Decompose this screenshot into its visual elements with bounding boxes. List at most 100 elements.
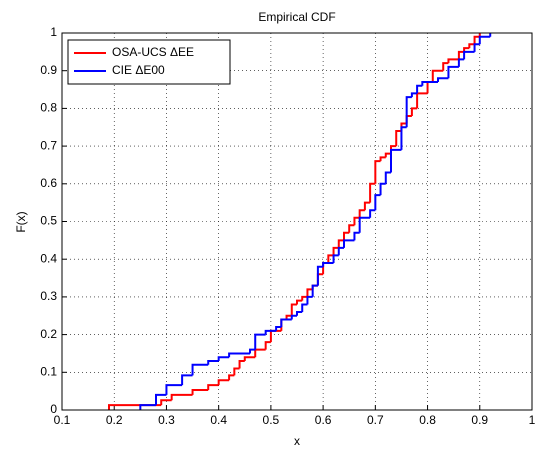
x-tick-label: 0.6	[315, 413, 332, 427]
x-tick-label: 0.5	[263, 413, 280, 427]
cdf-step	[322, 261, 334, 267]
y-tick-label: 1	[50, 25, 57, 39]
cdf-step	[405, 96, 412, 128]
cdf-step	[191, 363, 209, 376]
legend-label: OSA-UCS ΔEE	[112, 45, 194, 59]
cdf-step	[311, 284, 318, 297]
cdf-step	[275, 326, 282, 331]
cdf-step	[296, 310, 303, 316]
cdf-step	[447, 65, 459, 79]
cdf-step	[363, 201, 371, 211]
cdf-step	[447, 58, 459, 64]
cdf-step	[160, 399, 172, 406]
cdf-step	[390, 148, 402, 173]
cdf-step	[207, 384, 219, 391]
cdf-step	[463, 47, 470, 52]
cdf-step	[343, 231, 350, 241]
x-tick-label: 0.2	[106, 413, 123, 427]
cdf-step	[457, 58, 465, 67]
cdf-step	[243, 356, 256, 361]
x-tick-label: 0.1	[54, 413, 71, 427]
cdf-step	[437, 77, 449, 83]
cdf-step	[228, 352, 250, 358]
cdf-step	[306, 295, 313, 305]
cdf-step	[290, 303, 297, 316]
cdf-step	[306, 288, 313, 297]
x-tick-label: 0.8	[419, 413, 436, 427]
cdf-step	[416, 84, 423, 94]
cdf-step	[410, 92, 418, 98]
cdf-step	[379, 156, 386, 162]
cdf-step	[337, 239, 344, 248]
cdf-step	[181, 374, 193, 386]
cdf-step	[264, 341, 271, 350]
cdf-step	[228, 374, 235, 381]
cdf-step	[332, 246, 339, 256]
chart-title: Empirical CDF	[258, 10, 335, 24]
x-tick-label: 0.9	[471, 413, 488, 427]
cdf-step	[332, 254, 339, 263]
cdf-step	[155, 393, 167, 406]
y-tick-label: 0.1	[40, 364, 57, 378]
cdf-step	[358, 216, 371, 233]
cdf-step	[468, 43, 475, 49]
cdf-step	[170, 393, 193, 401]
cdf-step	[348, 224, 355, 233]
cdf-step	[473, 43, 480, 52]
cdf-step	[400, 126, 407, 150]
cdf-step	[463, 50, 475, 60]
cdf-step	[343, 239, 355, 248]
cdf-step	[191, 389, 209, 395]
cdf-step	[473, 35, 480, 45]
cdf-step	[165, 384, 183, 395]
cdf-step	[384, 171, 391, 184]
cdf-step	[233, 367, 240, 376]
cdf-step	[410, 107, 418, 116]
x-tick-label: 0.4	[210, 413, 227, 427]
y-tick-label: 0.9	[40, 63, 57, 77]
cdf-step	[217, 356, 230, 361]
x-axis-label: x	[294, 434, 300, 448]
x-tick-label: 1	[529, 413, 536, 427]
x-tick-label: 0.7	[367, 413, 384, 427]
cdf-step	[369, 209, 376, 218]
legend-label: CIE ΔE00	[112, 63, 165, 77]
cdf-step	[217, 379, 230, 386]
cdf-step	[478, 35, 491, 45]
cdf-step	[384, 152, 391, 158]
cdf-step	[301, 303, 308, 312]
cdf-step	[139, 404, 156, 410]
cdf-step	[353, 216, 360, 226]
cdf-step	[457, 50, 465, 60]
y-tick-label: 0.2	[40, 327, 57, 341]
cdf-step	[296, 299, 303, 305]
y-tick-label: 0.3	[40, 289, 57, 303]
cdf-step	[301, 295, 308, 301]
cdf-step	[379, 182, 386, 196]
axes-box	[61, 32, 533, 411]
cdf-step	[249, 348, 256, 354]
cdf-step	[374, 160, 381, 184]
y-axis-label: F(x)	[14, 211, 28, 232]
cdf-step	[254, 333, 266, 350]
cdf-step	[290, 314, 297, 320]
cdf-step	[358, 209, 365, 218]
x-tick-label: 0.3	[158, 413, 175, 427]
y-tick-label: 0.5	[40, 214, 57, 228]
y-tick-label: 0.8	[40, 101, 57, 115]
cdf-step	[264, 329, 277, 335]
cdf-step	[337, 246, 344, 256]
legend-box	[67, 39, 231, 85]
y-tick-label: 0.7	[40, 138, 57, 152]
cdf-step	[395, 130, 402, 147]
cdf-step	[207, 359, 219, 365]
y-tick-label: 0.4	[40, 251, 57, 265]
cdf-step	[431, 69, 444, 83]
cdf-step	[421, 81, 438, 86]
cdf-step	[238, 359, 245, 369]
cdf-step	[285, 314, 292, 320]
cdf-step	[327, 254, 334, 263]
cdf-step	[353, 231, 360, 241]
cdf-step	[374, 194, 381, 211]
